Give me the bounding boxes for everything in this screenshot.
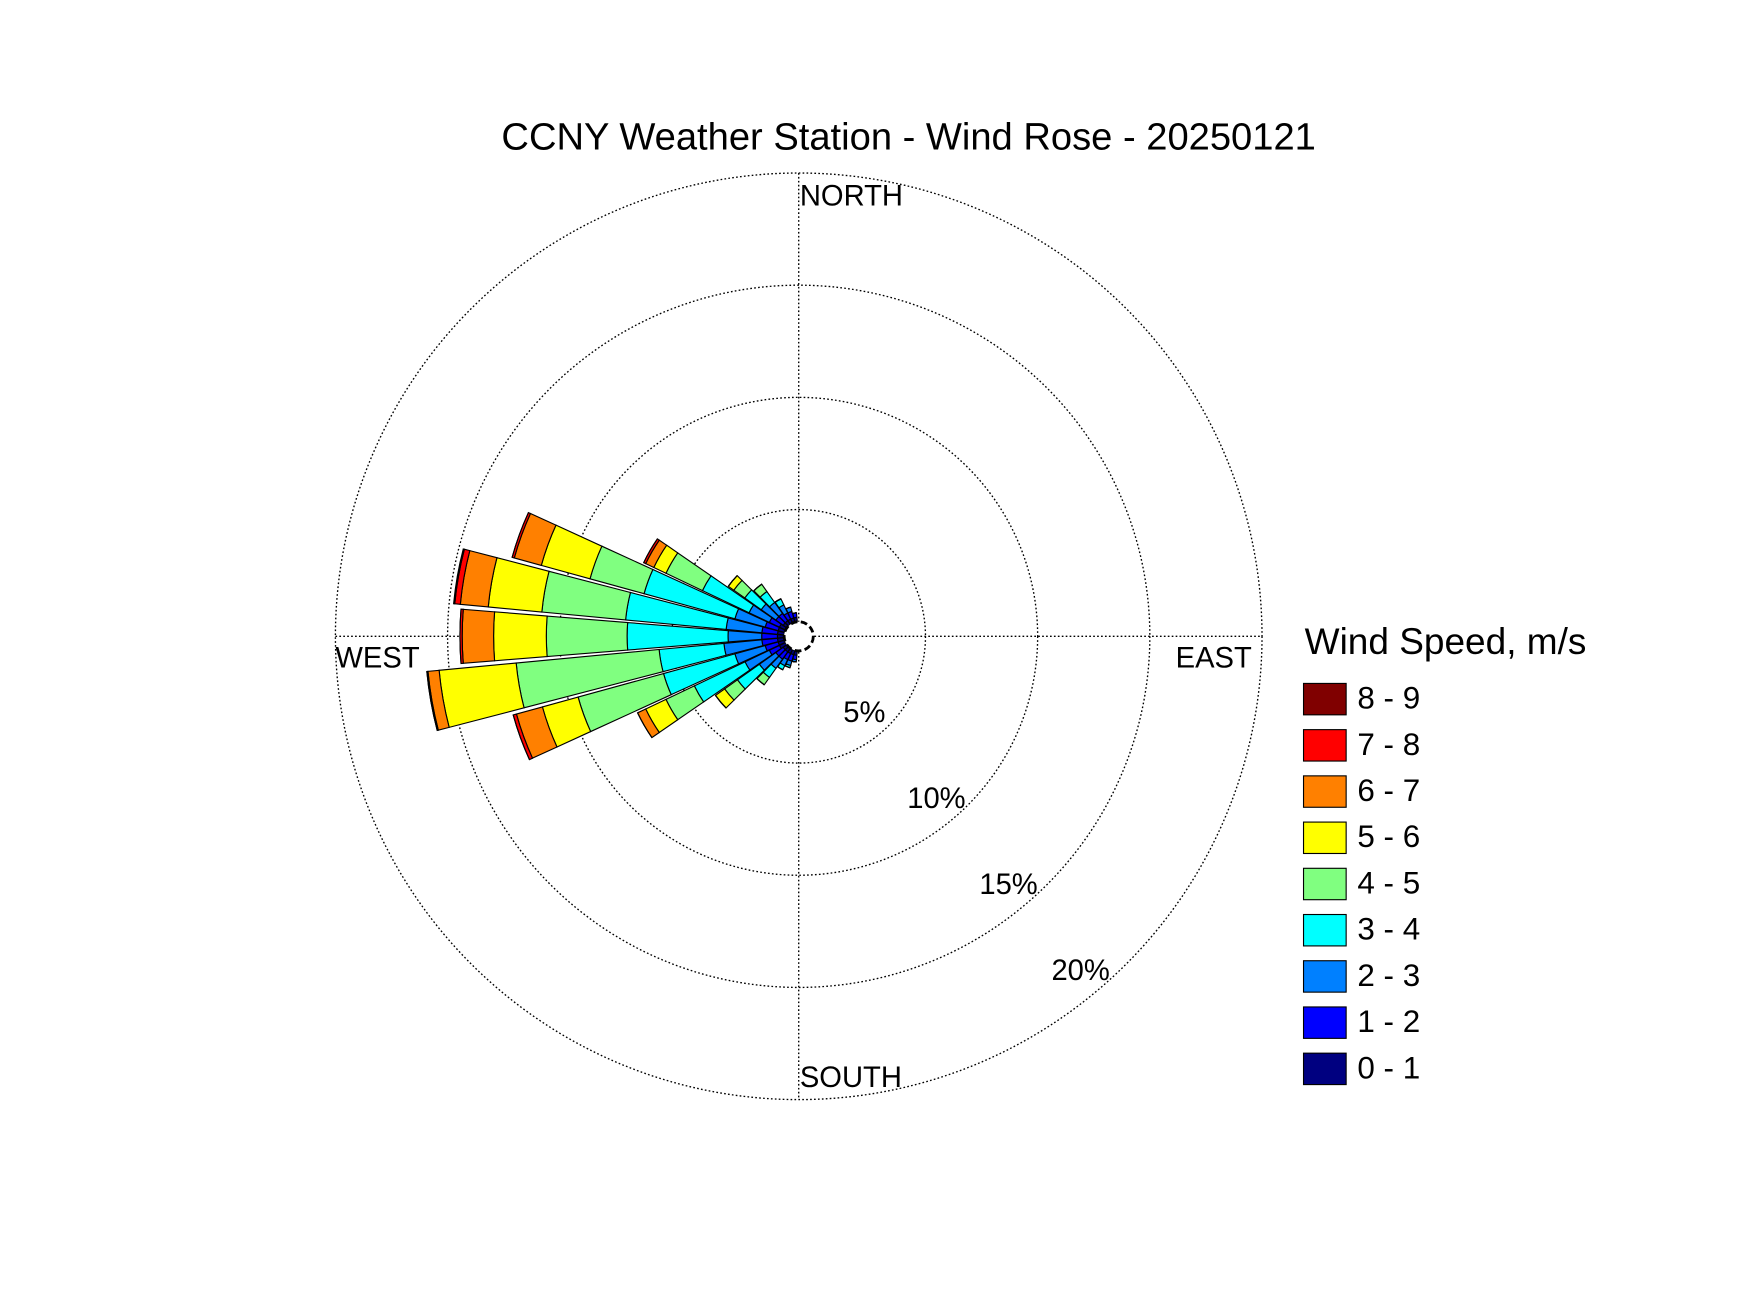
grid-ring — [334, 172, 1263, 1101]
labels: 5% 10% 15% 20% NORTH EAST SOUTH WEST — [335, 180, 1252, 1094]
bar-segment — [637, 712, 653, 738]
legend-label: 0 - 1 — [1357, 1050, 1420, 1085]
direction-label: NORTH — [800, 180, 903, 212]
grid-ring — [446, 284, 1151, 989]
bar-segment — [792, 612, 797, 615]
legend-label: 7 - 8 — [1357, 727, 1420, 762]
r-tick-label: 10% — [907, 783, 965, 815]
bars — [426, 511, 815, 761]
legend-swatch — [1302, 960, 1347, 993]
legend-label: 1 - 2 — [1357, 1004, 1420, 1039]
legend-swatch — [1302, 1052, 1347, 1086]
r-tick-label: 15% — [979, 869, 1037, 901]
legend-label: 8 - 9 — [1357, 681, 1420, 716]
legend-label: 3 - 4 — [1357, 912, 1420, 947]
bar-segment — [453, 548, 466, 605]
bar-segment — [512, 714, 530, 760]
bar-segment — [493, 611, 548, 662]
bar-segment — [715, 695, 727, 709]
legend-swatch — [1302, 913, 1347, 947]
legend-swatch — [1302, 775, 1347, 808]
legend-swatch — [1302, 1006, 1347, 1039]
bar-segment — [545, 615, 629, 658]
bar-segment — [792, 660, 797, 663]
bar-segment — [487, 557, 550, 613]
legend-label: 2 - 3 — [1357, 958, 1420, 993]
legend-swatch — [1302, 821, 1347, 855]
bar-segment — [438, 662, 525, 729]
bar-segment — [461, 608, 496, 664]
bar-segment — [511, 512, 529, 558]
bar-segment — [459, 609, 462, 664]
legend-label: 5 - 6 — [1357, 819, 1420, 854]
bar-segment — [753, 583, 763, 592]
r-tick-label: 5% — [843, 697, 885, 729]
bar-segment — [643, 538, 658, 563]
bar-segment — [774, 598, 782, 603]
legend-swatch — [1302, 729, 1347, 762]
legend-swatch — [1302, 682, 1347, 716]
r-tick-label: 20% — [1051, 955, 1109, 987]
legend-title: Wind Speed, m/s — [1305, 620, 1587, 662]
direction-label: SOUTH — [800, 1062, 902, 1094]
legend-label: 4 - 5 — [1357, 865, 1420, 900]
legend-swatch — [1302, 867, 1347, 901]
legend: 0 - 1 1 - 2 2 - 3 3 - 4 4 - 5 5 - 6 6 - 7 7 - 8… — [1302, 681, 1420, 1086]
chart-title: CCNY Weather Station - Wind Rose - 20250… — [501, 115, 1315, 158]
center-hole — [782, 620, 815, 653]
legend-label: 6 - 7 — [1357, 773, 1420, 808]
direction-label: EAST — [1176, 643, 1252, 675]
direction-label: WEST — [335, 643, 419, 675]
